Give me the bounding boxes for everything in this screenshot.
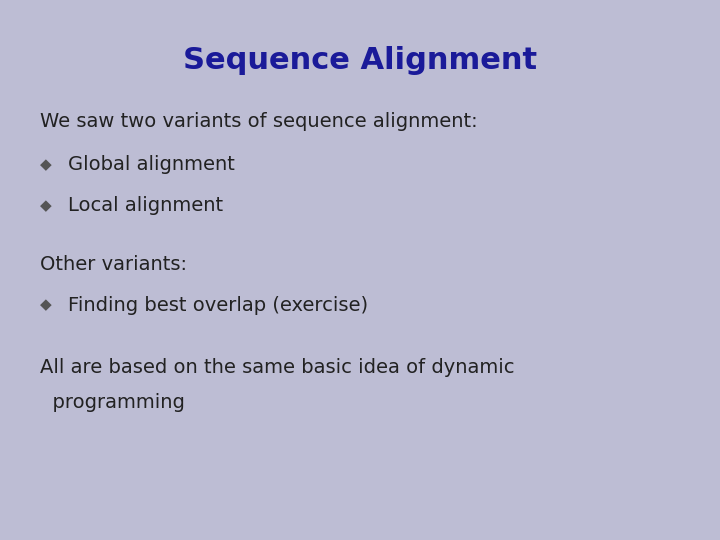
Text: We saw two variants of sequence alignment:: We saw two variants of sequence alignmen… (40, 112, 477, 131)
Text: programming: programming (40, 393, 184, 412)
Text: All are based on the same basic idea of dynamic: All are based on the same basic idea of … (40, 357, 514, 377)
Text: ◆: ◆ (40, 198, 51, 213)
Text: Sequence Alignment: Sequence Alignment (183, 46, 537, 75)
Text: ◆: ◆ (40, 298, 51, 313)
Text: Local alignment: Local alignment (68, 195, 223, 215)
Text: ◆: ◆ (40, 157, 51, 172)
Text: Global alignment: Global alignment (68, 155, 235, 174)
Text: Finding best overlap (exercise): Finding best overlap (exercise) (68, 295, 369, 315)
Text: Other variants:: Other variants: (40, 255, 186, 274)
